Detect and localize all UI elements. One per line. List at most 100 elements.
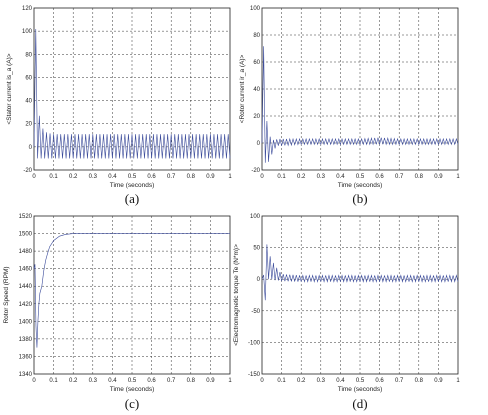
- panel-c-x-tick-label: 0.1: [49, 378, 58, 384]
- panel-a-y-tick-label: -20: [23, 168, 32, 174]
- panel-b-series-line: [261, 46, 459, 163]
- panel-d-x-tick-label: 0.7: [395, 378, 404, 384]
- panel-c-x-tick-label: 0.7: [167, 378, 176, 384]
- panel-d-x-tick-label: 0.6: [375, 378, 384, 384]
- panel-d-ylabel: <Electromagnetic torque Te (N*m)>: [233, 244, 240, 346]
- panel-a-x-tick-label: 0.8: [187, 174, 196, 180]
- panel-b-x-tick-label: 0.9: [434, 174, 443, 180]
- panel-b-y-tick-label: 0: [257, 141, 261, 147]
- panel-a-x-tick-label: 0.9: [206, 174, 215, 180]
- panel-d-x-tick-label: 0.5: [356, 378, 365, 384]
- panel-d-x-tick-label: 1: [456, 378, 460, 384]
- panel-a-y-tick-label: 80: [25, 52, 32, 58]
- panel-d: 0 0.1 0.2 0.3 0.4 0.5 0.6 0.7 0.8 0.9 1 -150 -100 -5…: [233, 214, 460, 411]
- panel-a-y-tick-label: 40: [25, 99, 32, 105]
- panel-a-y-tick-label: 120: [22, 6, 33, 12]
- panel-b-x-tick-label: 0.8: [415, 174, 424, 180]
- panel-d-y-ticks: -150 -100 -50 0 50 100: [248, 214, 261, 378]
- panel-c-y-tick-label: 1500: [19, 232, 33, 238]
- panel-a-x-tick-label: 0.5: [128, 174, 137, 180]
- panel-b-x-ticks: 0 0.1 0.2 0.3 0.4 0.5 0.6 0.7 0.8 0.9 1: [260, 174, 460, 180]
- panel-c-y-tick-label: 1440: [19, 284, 33, 290]
- panel-c-x-tick-label: 0.3: [89, 378, 98, 384]
- panel-b-x-tick-label: 0.2: [297, 174, 306, 180]
- panel-d-x-tick-label: 0.8: [415, 378, 424, 384]
- panel-d-xlabel: Time (seconds): [338, 386, 383, 393]
- panel-d-x-tick-label: 0.4: [336, 378, 345, 384]
- panel-b-x-tick-label: 0.7: [395, 174, 404, 180]
- panel-c-y-tick-label: 1400: [19, 319, 33, 325]
- panel-c-grid: [34, 216, 230, 374]
- panel-d-series-line: [261, 244, 459, 301]
- panel-a-x-tick-label: 1: [228, 174, 232, 180]
- panel-c-x-tick-label: 1: [228, 378, 232, 384]
- panel-c-y-ticks: 1340 1360 1380 1400 1420 1440 1460 1480 1500 1520: [19, 214, 33, 378]
- panel-d-y-tick-label: -50: [251, 309, 260, 315]
- panel-c-x-ticks: 0 0.1 0.2 0.3 0.4 0.5 0.6 0.7 0.8 0.9 1: [32, 378, 232, 384]
- panel-c-ylabel: Rotor Speed (RPM): [3, 266, 10, 323]
- panel-a-grid: [34, 8, 230, 170]
- panel-d-y-tick-label: 0: [257, 277, 261, 283]
- panel-b-grid: [262, 8, 458, 170]
- panel-a-caption: (a): [125, 191, 139, 206]
- panel-c-y-tick-label: 1420: [19, 302, 33, 308]
- panel-b-y-tick-label: -20: [251, 168, 260, 174]
- panel-a-x-tick-label: 0: [32, 174, 36, 180]
- panel-a-ylabel: <Stator current is_a (A)>: [6, 53, 13, 124]
- panel-b-y-tick-label: 80: [253, 33, 260, 39]
- panel-d-y-tick-label: 100: [250, 214, 261, 220]
- panel-d-grid: [262, 216, 458, 374]
- panel-a-x-tick-label: 0.2: [69, 174, 78, 180]
- panel-c-xlabel: Time (seconds): [110, 386, 155, 393]
- panel-b-caption: (b): [352, 191, 367, 206]
- panel-c-frame: [33, 215, 231, 375]
- panel-a-y-tick-label: 100: [22, 29, 33, 35]
- panel-d-x-tick-label: 0: [260, 378, 264, 384]
- panel-b-y-tick-label: 60: [253, 60, 260, 66]
- panel-b-x-tick-label: 0.5: [356, 174, 365, 180]
- panel-a-x-tick-label: 0.4: [108, 174, 117, 180]
- panel-c-x-tick-label: 0.6: [147, 378, 156, 384]
- panel-b-x-tick-label: 0: [260, 174, 264, 180]
- panel-a-xlabel: Time (seconds): [110, 182, 155, 189]
- panel-d-frame: [261, 215, 459, 375]
- panel-b-y-tick-label: 20: [253, 114, 260, 120]
- panel-c-series-line: [33, 233, 230, 348]
- panel-a: 0 0.1 0.2 0.3 0.4 0.5 0.6 0.7 0.8 0.9 1 -200204060…: [6, 6, 232, 206]
- panel-c-x-tick-label: 0.5: [128, 378, 137, 384]
- panel-b-y-tick-label: 100: [250, 6, 261, 12]
- panel-b-ylabel: <Rotor current ir_a (A)>: [239, 54, 246, 123]
- panel-a-x-ticks: 0 0.1 0.2 0.3 0.4 0.5 0.6 0.7 0.8 0.9 1: [32, 174, 232, 180]
- panel-a-y-tick-label: 20: [25, 122, 32, 128]
- panel-c-y-tick-label: 1460: [19, 267, 33, 273]
- panel-c-y-tick-label: 1360: [19, 354, 33, 360]
- panel-d-x-ticks: 0 0.1 0.2 0.3 0.4 0.5 0.6 0.7 0.8 0.9 1: [260, 378, 460, 384]
- panel-a-y-tick-label: 0: [29, 145, 33, 151]
- panel-a-x-tick-label: 0.7: [167, 174, 176, 180]
- panel-c-caption: (c): [125, 396, 139, 411]
- panel-d-y-tick-label: -100: [248, 340, 261, 346]
- panel-d-x-tick-label: 0.1: [277, 378, 286, 384]
- panel-a-y-tick-label: 60: [25, 75, 32, 81]
- panel-b: 0 0.1 0.2 0.3 0.4 0.5 0.6 0.7 0.8 0.9 1 -200204060…: [239, 6, 460, 206]
- panel-b-x-tick-label: 1: [456, 174, 460, 180]
- panel-c-y-tick-label: 1340: [19, 372, 33, 378]
- panel-d-y-tick-label: -150: [248, 372, 261, 378]
- panel-c-x-tick-label: 0: [32, 378, 36, 384]
- panel-d-x-tick-label: 0.9: [434, 378, 443, 384]
- panel-c-x-tick-label: 0.2: [69, 378, 78, 384]
- panel-d-caption: (d): [352, 396, 367, 411]
- panel-b-x-tick-label: 0.1: [277, 174, 286, 180]
- panel-a-series-line: [33, 29, 231, 159]
- panel-c-x-tick-label: 0.4: [108, 378, 117, 384]
- panel-c-x-tick-label: 0.9: [206, 378, 215, 384]
- panel-b-y-tick-label: 40: [253, 87, 260, 93]
- panel-a-x-tick-label: 0.6: [147, 174, 156, 180]
- panel-b-x-tick-label: 0.3: [317, 174, 326, 180]
- panel-b-y-ticks: -20 0 20 40 60 80 100: [250, 6, 261, 174]
- panel-c-y-tick-label: 1520: [19, 214, 33, 220]
- panel-c-y-tick-label: 1380: [19, 337, 33, 343]
- panel-b-xlabel: Time (seconds): [338, 182, 383, 189]
- panel-b-x-tick-label: 0.4: [336, 174, 345, 180]
